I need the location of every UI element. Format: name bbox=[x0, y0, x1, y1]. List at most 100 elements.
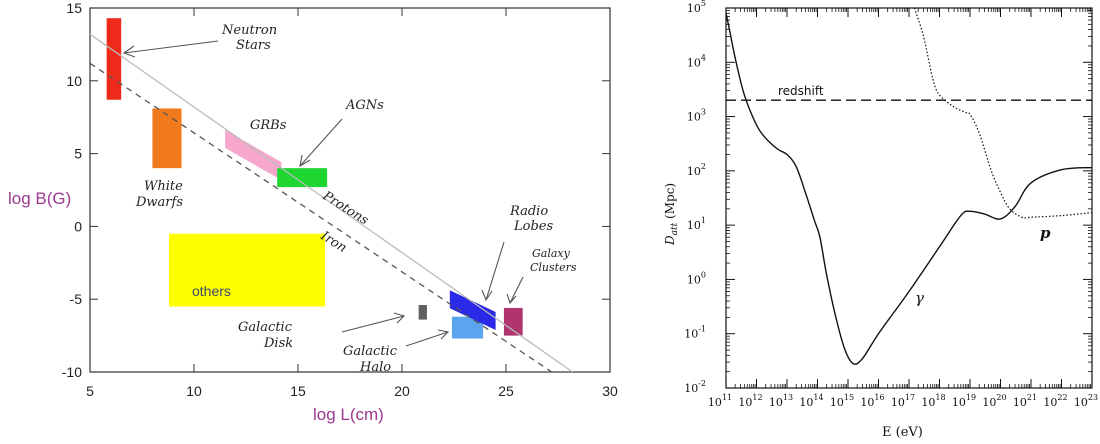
grbs-label: GRBs bbox=[250, 118, 287, 133]
right-x-tick-base: 10 bbox=[799, 396, 813, 409]
radio-lobes-label-1: Radio bbox=[509, 204, 548, 219]
galactic-disk-region bbox=[418, 305, 427, 320]
right-x-tick-exp: 22 bbox=[1057, 393, 1067, 402]
white-dwarfs-region bbox=[152, 108, 182, 169]
left-y-tick-label-4: -5 bbox=[70, 291, 83, 307]
right-x-tick-label-3: 1014 bbox=[799, 393, 823, 409]
agns-label: AGNs bbox=[345, 98, 384, 113]
redshift-label: redshift bbox=[778, 84, 824, 98]
radio-lobes-arrowhead bbox=[481, 289, 493, 302]
galaxy-clusters-label-1: Galaxy bbox=[532, 247, 571, 260]
right-y-tick-exp: 0 bbox=[701, 270, 706, 279]
white-dwarfs-label-2: Dwarfs bbox=[135, 195, 183, 210]
right-x-tick-base: 10 bbox=[1074, 396, 1088, 409]
agns-region bbox=[277, 168, 328, 188]
galactic-disk-arrowhead bbox=[393, 312, 406, 324]
white-dwarfs-label-1: White bbox=[144, 179, 183, 194]
right-x-tick-exp: 15 bbox=[844, 393, 854, 402]
right-y-tick-base: 10 bbox=[687, 2, 701, 15]
left-y-tick-label-1: 10 bbox=[66, 73, 82, 89]
right-x-tick-base: 10 bbox=[860, 396, 874, 409]
right-y-tick-exp: 1 bbox=[701, 216, 706, 225]
left-x-tick-label-2: 15 bbox=[290, 383, 306, 399]
right-x-tick-label-4: 1015 bbox=[830, 393, 854, 409]
galactic-halo-label-1: Galactic bbox=[343, 344, 398, 359]
left-lines bbox=[89, 33, 573, 373]
right-x-tick-exp: 23 bbox=[1088, 393, 1098, 402]
left-y-tick-label-3: 0 bbox=[74, 218, 82, 234]
right-x-tick-base: 10 bbox=[982, 396, 996, 409]
left-regions bbox=[106, 18, 523, 339]
right-y-tick-label-5: 103 bbox=[687, 108, 706, 124]
right-y-tick-label-3: 101 bbox=[687, 216, 706, 232]
agns-arrow bbox=[299, 118, 343, 167]
right-x-tick-label-7: 1018 bbox=[921, 393, 945, 409]
right-x-tick-label-0: 1011 bbox=[708, 393, 732, 409]
right-plot-frame bbox=[725, 7, 1093, 389]
right-y-tick-exp: 3 bbox=[701, 108, 706, 117]
right-axis-ticks: 1011 1012 1013 1014 1015 1016 1017 1018 1019 1020… bbox=[684, 0, 1098, 409]
right-y-tick-base: 10 bbox=[687, 111, 701, 124]
left-y-tick-label-0: 15 bbox=[66, 0, 82, 16]
left-axis-ticks: 5 10 15 20 25 30 15 10 5 0 -5 -10 bbox=[62, 0, 618, 399]
magnetic-field-size-chart: 5 10 15 20 25 30 15 10 5 0 -5 -10 Neutron Stars Whi… bbox=[8, 0, 618, 424]
galactic-disk-label-2: Disk bbox=[263, 336, 293, 351]
neutron-stars-label-2: Stars bbox=[236, 38, 271, 53]
right-x-tick-base: 10 bbox=[1013, 396, 1027, 409]
galaxy-clusters-arrowhead bbox=[506, 293, 517, 305]
radio-lobes-label-2: Lobes bbox=[513, 219, 553, 234]
galaxy-clusters-region bbox=[503, 307, 523, 336]
neutron-stars-label-1: Neutron bbox=[221, 23, 277, 38]
right-x-tick-label-10: 1021 bbox=[1013, 393, 1037, 409]
left-x-tick-label-5: 30 bbox=[602, 383, 618, 399]
right-x-tick-exp: 19 bbox=[966, 393, 976, 402]
right-x-tick-label-11: 1022 bbox=[1043, 393, 1067, 409]
left-y-tick-label-5: -10 bbox=[62, 364, 82, 380]
left-plot-frame bbox=[89, 7, 611, 373]
right-x-tick-base: 10 bbox=[1043, 396, 1057, 409]
right-x-tick-base: 10 bbox=[708, 396, 722, 409]
left-x-tick-label-0: 5 bbox=[86, 383, 94, 399]
right-x-tick-base: 10 bbox=[830, 396, 844, 409]
right-x-axis-label: E (eV) bbox=[882, 425, 923, 440]
right-x-tick-base: 10 bbox=[921, 396, 935, 409]
proton-label: p bbox=[1040, 224, 1051, 242]
right-x-tick-exp: 18 bbox=[935, 393, 945, 402]
right-x-tick-label-1: 1012 bbox=[738, 393, 762, 409]
others-label: others bbox=[192, 283, 231, 299]
left-y-tick-label-2: 5 bbox=[74, 146, 82, 162]
right-y-tick-label-0: 10-2 bbox=[684, 379, 706, 395]
right-y-tick-exp: 2 bbox=[701, 162, 706, 171]
right-x-tick-base: 10 bbox=[952, 396, 966, 409]
right-x-tick-exp: 14 bbox=[813, 393, 823, 402]
galactic-disk-arrow bbox=[341, 315, 405, 333]
right-y-tick-exp: -2 bbox=[698, 379, 706, 388]
right-x-tick-exp: 13 bbox=[783, 393, 793, 402]
right-y-tick-base: 10 bbox=[687, 56, 701, 69]
right-x-tick-exp: 12 bbox=[752, 393, 762, 402]
right-y-tick-label-1: 10-1 bbox=[684, 325, 706, 341]
right-x-tick-base: 10 bbox=[891, 396, 905, 409]
right-x-tick-label-9: 1020 bbox=[982, 393, 1006, 409]
galaxy-clusters-arrow bbox=[509, 276, 524, 304]
right-y-tick-base: 10 bbox=[687, 165, 701, 178]
right-x-tick-exp: 11 bbox=[722, 393, 732, 402]
right-x-tick-label-5: 1016 bbox=[860, 393, 884, 409]
right-x-tick-label-2: 1013 bbox=[769, 393, 793, 409]
right-y-tick-base: 10 bbox=[684, 382, 698, 395]
right-y-tick-label-4: 102 bbox=[687, 162, 706, 178]
right-y-tick-exp: 5 bbox=[701, 0, 706, 8]
left-y-axis-label: log B(G) bbox=[8, 189, 71, 208]
galactic-halo-arrow bbox=[405, 331, 449, 347]
right-x-tick-exp: 17 bbox=[905, 393, 915, 402]
right-x-tick-exp: 16 bbox=[874, 393, 884, 402]
radio-lobes-region bbox=[449, 290, 496, 331]
right-y-tick-base: 10 bbox=[687, 273, 701, 286]
galactic-halo-region bbox=[451, 316, 484, 339]
neutron-stars-arrow bbox=[123, 40, 219, 54]
galactic-halo-arrowhead bbox=[437, 329, 450, 340]
neutron-stars-region bbox=[106, 18, 122, 100]
right-y-tick-base: 10 bbox=[687, 219, 701, 232]
right-x-tick-label-8: 1019 bbox=[952, 393, 976, 409]
